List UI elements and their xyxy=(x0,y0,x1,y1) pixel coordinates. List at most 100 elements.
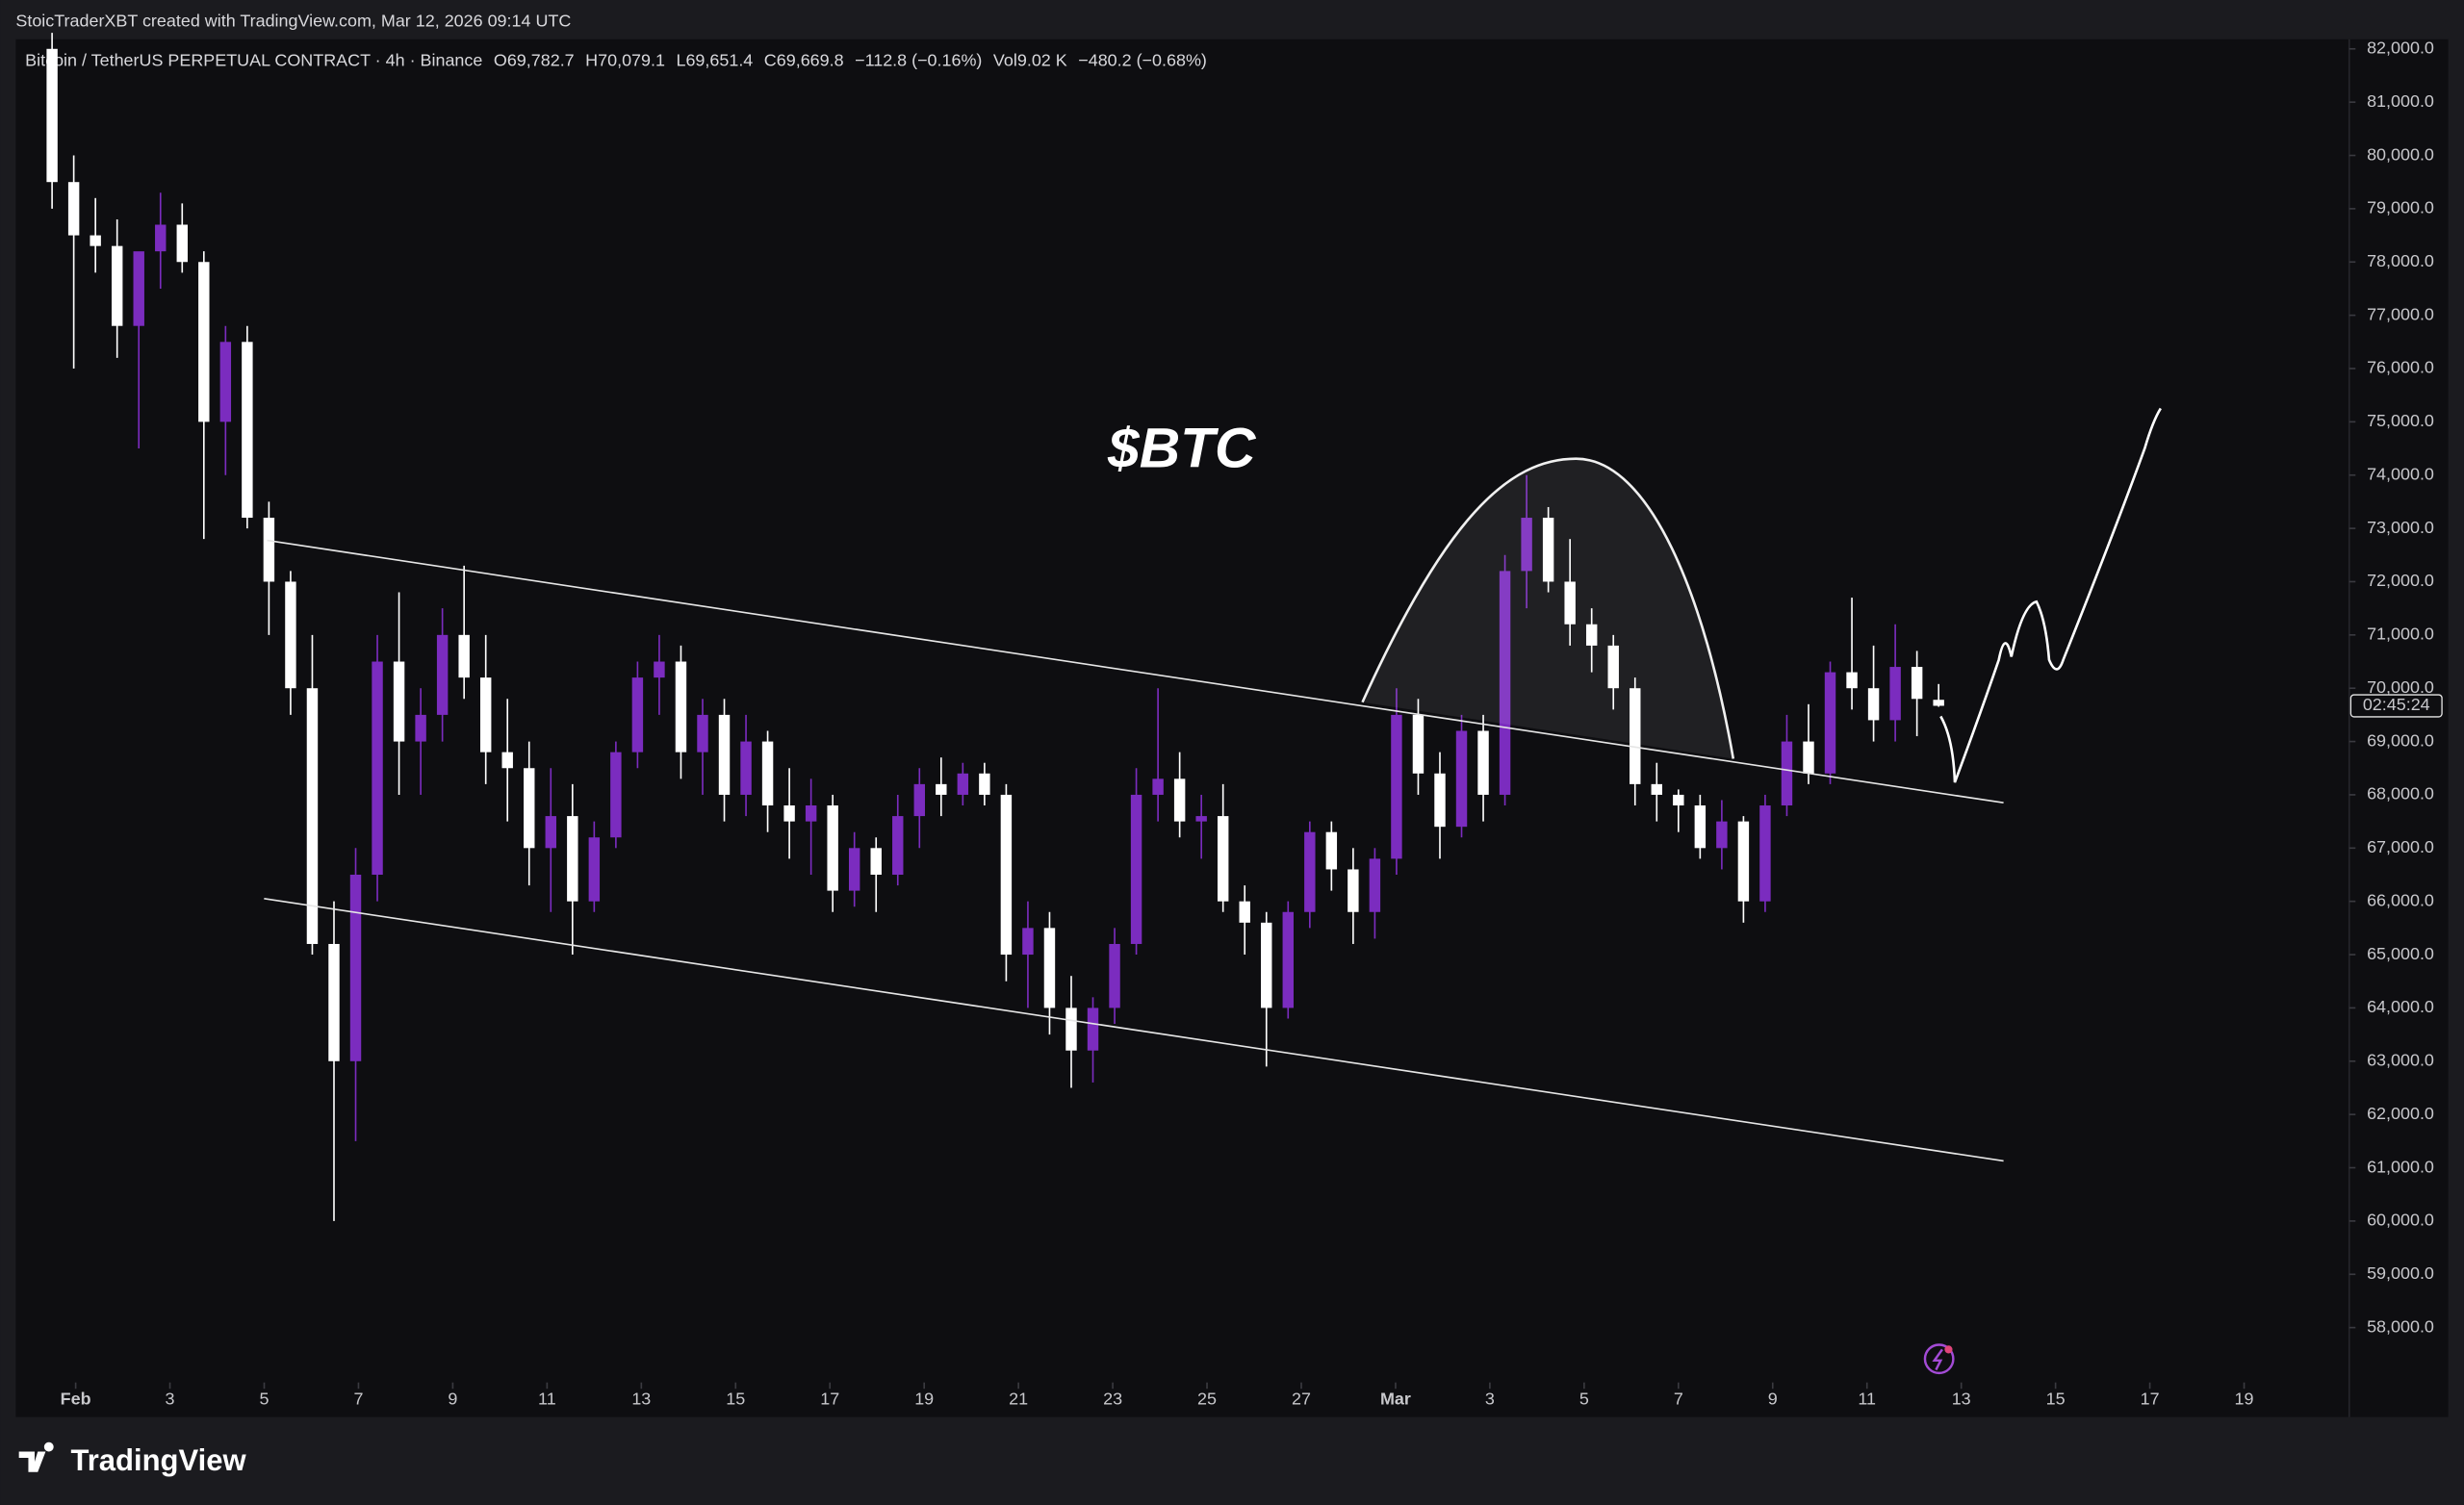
y-tick-label: 66,000.0 xyxy=(2367,890,2434,909)
candle-body xyxy=(479,677,492,752)
candle-body xyxy=(1911,667,1923,700)
candle-body xyxy=(1000,794,1013,956)
alert-icon-bolt xyxy=(1932,1348,1943,1371)
x-tick-label: Feb xyxy=(61,1389,91,1408)
annotation: $BTC xyxy=(1107,418,1257,480)
candle-body xyxy=(1304,831,1316,912)
y-tick-label: 63,000.0 xyxy=(2367,1051,2434,1070)
candle-body xyxy=(458,634,470,678)
x-tick-label: 13 xyxy=(1952,1389,1971,1408)
candle-body xyxy=(1261,922,1272,1008)
candles xyxy=(46,33,1944,1221)
legend-value: Vol9.02 K xyxy=(993,50,1067,69)
y-tick-label: 65,000.0 xyxy=(2367,944,2434,963)
candle-body xyxy=(1824,672,1836,774)
candle-body xyxy=(805,805,817,822)
y-tick-label: 68,000.0 xyxy=(2367,784,2434,804)
candle-body xyxy=(242,342,253,519)
candle-body xyxy=(436,634,449,715)
x-tick-label: 11 xyxy=(1858,1389,1876,1408)
x-tick-label: 25 xyxy=(1197,1389,1217,1408)
candle-body xyxy=(827,805,838,891)
candle-body xyxy=(761,741,774,806)
candle-body xyxy=(1152,778,1164,795)
y-tick-label: 64,000.0 xyxy=(2367,997,2434,1016)
x-tick-label: 19 xyxy=(914,1389,934,1408)
legend-value: C69,669.8 xyxy=(764,50,844,69)
legend-value: H70,079.1 xyxy=(585,50,665,69)
y-tick-label: 70,000.0 xyxy=(2367,677,2434,697)
y-tick-label: 75,000.0 xyxy=(2367,411,2434,430)
candle-body xyxy=(675,661,687,752)
header: StoicTraderXBT created with TradingView.… xyxy=(15,12,571,31)
x-tick-label: 17 xyxy=(820,1389,839,1408)
x-tick-label: 3 xyxy=(1485,1389,1495,1408)
candle-body xyxy=(1434,773,1446,828)
y-tick-label: 67,000.0 xyxy=(2367,837,2434,856)
legend-value: L69,651.4 xyxy=(676,50,753,69)
candle-body xyxy=(1585,624,1598,646)
countdown-badge: 02:45:24 xyxy=(2349,694,2443,718)
countdown-box xyxy=(2349,694,2443,718)
candle-body xyxy=(1694,805,1707,849)
x-tick-label: 5 xyxy=(260,1389,270,1408)
candle-body xyxy=(1130,794,1142,944)
x-tick-label: 23 xyxy=(1103,1389,1122,1408)
candle-body xyxy=(1651,783,1662,795)
candle-body xyxy=(1716,821,1728,849)
y-tick-label: 69,000.0 xyxy=(2367,730,2434,750)
countdown: 02:45:24 xyxy=(2363,695,2430,714)
channel-lower xyxy=(264,898,2004,1162)
candle-body xyxy=(979,773,990,795)
x-tick-label: 5 xyxy=(1579,1389,1589,1408)
x-tick-label: 9 xyxy=(448,1389,457,1408)
y-tick-label: 81,000.0 xyxy=(2367,91,2434,111)
candle-body xyxy=(936,783,947,795)
candle-body xyxy=(1607,645,1619,689)
candle-body xyxy=(415,714,426,742)
candle-body xyxy=(1217,816,1229,902)
candle-body xyxy=(1065,1008,1077,1051)
candle-body xyxy=(1195,816,1207,822)
candle-body xyxy=(1759,805,1771,902)
legend-value: O69,782.7 xyxy=(494,50,575,69)
y-tick-label: 76,000.0 xyxy=(2367,358,2434,377)
x-tick-label: 3 xyxy=(166,1389,175,1408)
candle-body xyxy=(155,224,167,252)
x-tick-label: 11 xyxy=(538,1389,556,1408)
candle-body xyxy=(1521,518,1532,572)
projection xyxy=(1939,407,2162,783)
y-tick-label: 82,000.0 xyxy=(2367,38,2434,58)
candle-body xyxy=(1022,928,1034,956)
legend: Bitcoin / TetherUS PERPETUAL CONTRACT · … xyxy=(25,50,1207,69)
y-tick-label: 61,000.0 xyxy=(2367,1157,2434,1176)
candle-body xyxy=(631,677,644,752)
candle-body xyxy=(1846,672,1858,689)
candle-body xyxy=(1391,714,1402,859)
candle-body xyxy=(1087,1008,1099,1051)
candle-body xyxy=(133,251,144,326)
y-tick-label: 60,000.0 xyxy=(2367,1211,2434,1230)
y-tick-label: 62,000.0 xyxy=(2367,1104,2434,1123)
candle-body xyxy=(697,714,708,752)
y-tick-label: 71,000.0 xyxy=(2367,625,2434,644)
x-tick-label: 7 xyxy=(1674,1389,1683,1408)
candle-body xyxy=(1889,667,1901,721)
brand-icon xyxy=(18,1441,54,1472)
candle-body xyxy=(1781,741,1793,806)
candle-body xyxy=(783,805,795,822)
x-tick-label: 13 xyxy=(631,1389,651,1408)
candle-body xyxy=(718,714,731,795)
arc-fill xyxy=(1362,458,1733,759)
candle-body xyxy=(285,581,296,689)
candle-body xyxy=(654,661,665,678)
alert-icon[interactable] xyxy=(1923,1343,1955,1375)
candle-body xyxy=(1369,858,1381,912)
legend-value: −112.8 (−0.16%) xyxy=(855,50,982,69)
candle-body xyxy=(46,48,58,183)
candle-body xyxy=(1803,741,1814,774)
y-tick-label: 59,000.0 xyxy=(2367,1263,2434,1283)
y-tick-label: 74,000.0 xyxy=(2367,464,2434,483)
y-tick-label: 78,000.0 xyxy=(2367,251,2434,270)
brand: TradingView xyxy=(71,1443,247,1477)
